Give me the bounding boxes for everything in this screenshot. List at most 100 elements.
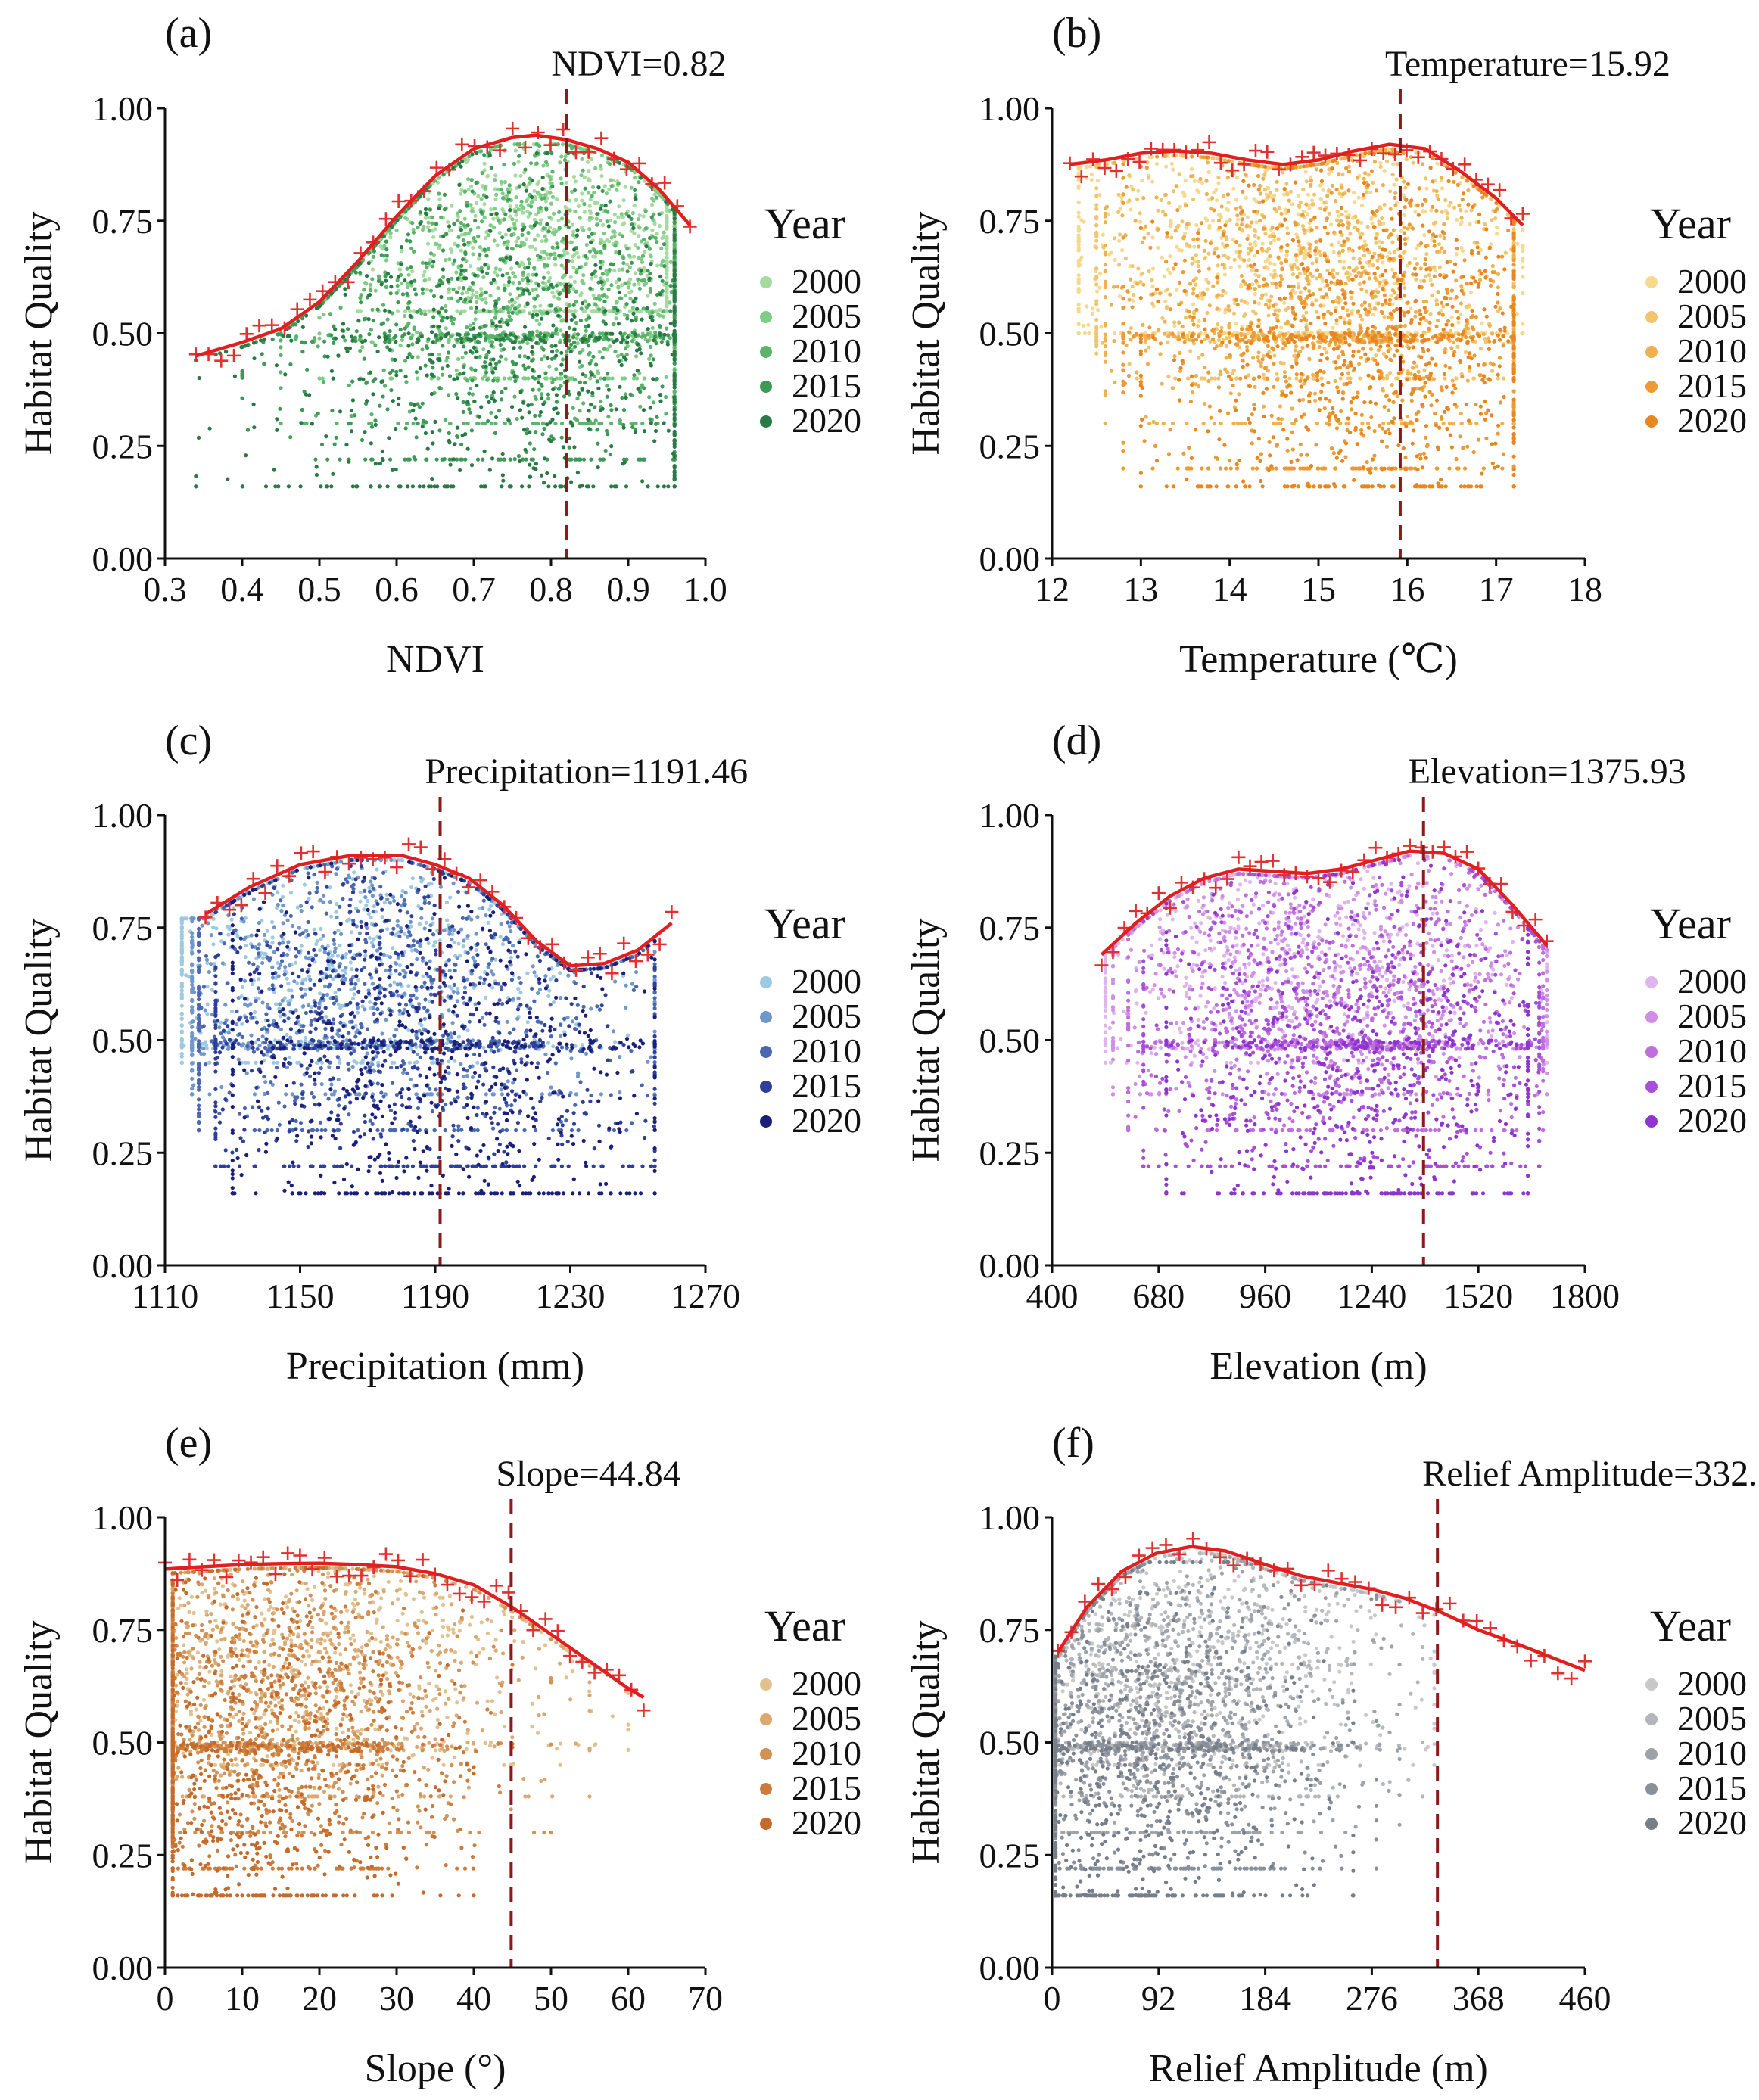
data-point	[411, 230, 416, 235]
data-point	[647, 356, 652, 361]
data-point	[584, 317, 589, 322]
data-point	[489, 421, 494, 426]
data-point	[431, 324, 436, 328]
data-point	[406, 457, 410, 462]
data-point	[521, 210, 525, 215]
data-point	[445, 316, 450, 320]
data-point	[500, 451, 505, 456]
data-point	[1371, 312, 1375, 316]
data-point	[455, 309, 459, 313]
data-point	[244, 453, 248, 458]
data-point	[457, 372, 462, 376]
legend-swatch	[760, 276, 772, 288]
data-point	[1296, 193, 1300, 198]
data-point	[411, 408, 416, 412]
data-point	[1183, 178, 1188, 183]
data-point	[647, 236, 652, 241]
data-point	[479, 484, 484, 489]
data-point	[451, 165, 456, 170]
data-point	[538, 218, 543, 222]
data-point	[597, 421, 602, 426]
data-point	[1285, 192, 1290, 197]
data-point	[459, 232, 464, 237]
data-point	[535, 329, 540, 334]
data-point	[1094, 245, 1099, 250]
data-point	[524, 199, 529, 204]
data-point	[1390, 267, 1395, 272]
data-point	[475, 457, 481, 462]
data-point	[518, 354, 522, 359]
data-point	[514, 195, 518, 200]
data-point	[289, 338, 294, 343]
data-point	[512, 340, 517, 344]
data-point	[1106, 212, 1110, 216]
data-point	[489, 344, 493, 348]
data-point	[512, 362, 516, 366]
data-point	[501, 347, 506, 352]
data-point	[665, 333, 671, 338]
data-point	[1479, 247, 1483, 252]
data-point	[672, 368, 677, 372]
data-point	[468, 299, 472, 303]
data-point	[1277, 206, 1281, 210]
data-point	[630, 222, 634, 227]
data-point	[664, 326, 669, 331]
data-point	[334, 435, 338, 440]
data-point	[563, 374, 568, 378]
data-point	[506, 310, 511, 315]
data-point	[1175, 244, 1179, 249]
data-point	[408, 313, 413, 319]
data-point	[1129, 326, 1133, 331]
data-point	[616, 285, 621, 289]
data-point	[658, 292, 663, 297]
data-point	[422, 484, 426, 489]
data-point	[416, 337, 420, 341]
data-point	[632, 204, 637, 208]
data-point	[658, 333, 662, 338]
data-point	[625, 269, 630, 274]
data-point	[559, 484, 564, 489]
data-point	[672, 323, 677, 328]
data-point	[413, 416, 418, 421]
data-point	[194, 474, 198, 478]
data-point	[571, 265, 576, 269]
data-point	[1087, 331, 1091, 336]
data-point	[1378, 164, 1383, 169]
data-point	[567, 325, 571, 330]
data-point	[587, 177, 591, 182]
data-point	[465, 201, 469, 205]
legend-label: 2010	[792, 331, 861, 370]
data-point	[470, 152, 475, 157]
data-point	[1428, 278, 1433, 282]
data-point	[1521, 244, 1525, 250]
data-point	[572, 328, 577, 332]
data-point	[642, 386, 646, 390]
data-point	[1178, 204, 1182, 209]
data-point	[428, 207, 433, 212]
data-point	[1076, 302, 1081, 306]
data-point	[463, 297, 468, 302]
data-point	[661, 235, 666, 240]
data-point	[455, 434, 459, 439]
data-point	[672, 249, 677, 254]
data-point	[462, 344, 466, 349]
data-point	[1365, 289, 1369, 294]
data-point	[350, 398, 355, 403]
data-point	[409, 265, 413, 269]
data-point	[420, 425, 425, 429]
data-point	[1322, 303, 1326, 308]
data-point	[1200, 297, 1205, 301]
data-point	[626, 285, 631, 290]
data-point	[528, 211, 533, 216]
data-point	[548, 226, 553, 230]
data-point	[516, 207, 521, 212]
data-point	[554, 400, 559, 404]
data-point	[599, 376, 603, 381]
series-2015	[240, 151, 677, 462]
data-point	[444, 359, 449, 363]
data-point	[1318, 206, 1323, 210]
data-point	[1495, 232, 1499, 236]
data-point	[508, 457, 512, 462]
data-point	[425, 241, 431, 246]
data-point	[500, 191, 505, 196]
